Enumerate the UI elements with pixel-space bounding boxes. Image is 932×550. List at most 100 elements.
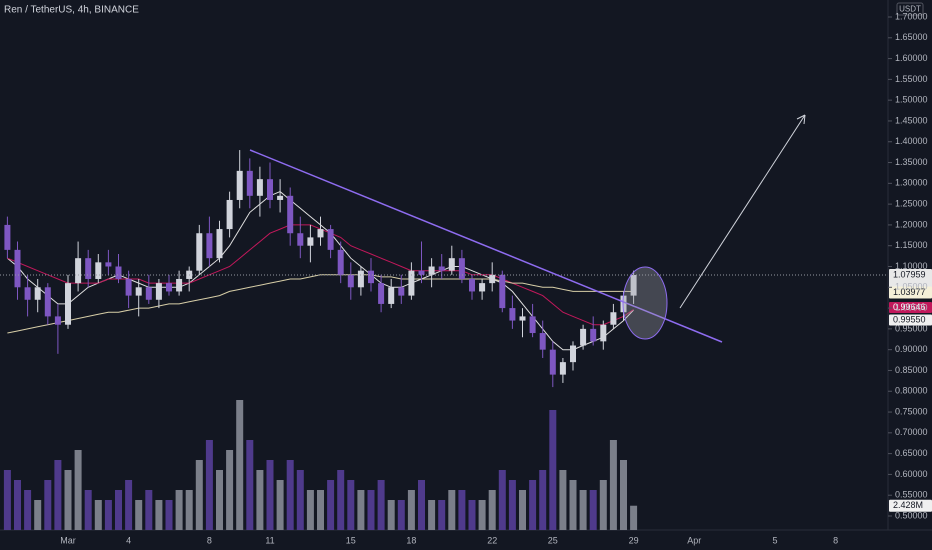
y-tick-label: 0.70000	[895, 427, 928, 437]
volume-bar	[125, 480, 133, 530]
volume-bar	[256, 470, 264, 530]
y-tick-label: 1.50000	[895, 95, 928, 105]
candle-body	[75, 258, 82, 284]
candle-body	[196, 233, 203, 271]
y-tick-label: 1.70000	[895, 11, 928, 21]
x-tick-label: 8	[207, 535, 212, 545]
current-price-tag: 1.07959	[893, 269, 926, 279]
volume-bar	[84, 490, 92, 530]
candle-body	[347, 274, 354, 288]
candle-body	[4, 224, 11, 250]
highlight-ellipse[interactable]	[622, 266, 668, 340]
volume-bar	[478, 500, 486, 530]
chart-title: Ren / TetherUS, 4h, BINANCE	[4, 5, 139, 16]
ma-tag: 1.03977	[893, 287, 926, 297]
y-tick-label: 0.65000	[895, 448, 928, 458]
volume-bar	[306, 490, 314, 530]
y-tick-label: 1.65000	[895, 32, 928, 42]
ma-tag: 0.99550	[893, 314, 926, 324]
candle-body	[418, 270, 425, 275]
volume-bar	[317, 490, 324, 530]
ma-tag-bg	[889, 314, 932, 326]
currency-box[interactable]	[896, 2, 924, 16]
ma-tag: 0.99646	[893, 302, 926, 312]
candle-body	[368, 270, 374, 284]
candle-body	[317, 229, 324, 238]
candle-body	[509, 308, 516, 321]
candle-body	[499, 274, 506, 309]
marks	[0, 150, 888, 530]
volume-tag-bg	[889, 499, 932, 512]
arrow-line[interactable]	[679, 114, 806, 309]
candle-body	[145, 287, 152, 300]
volume-bar	[357, 490, 365, 530]
y-tick-label: 1.35000	[895, 157, 928, 167]
candle-body	[135, 287, 142, 296]
candle-body	[529, 316, 536, 334]
volume-bar	[397, 500, 405, 530]
candle-body	[327, 229, 334, 250]
volume-bar	[246, 440, 254, 530]
y-tick-label: 0.75000	[895, 406, 928, 416]
current-price-tag-bg	[889, 268, 932, 281]
currency-label: USDT	[899, 5, 921, 14]
candle-body	[559, 362, 566, 375]
candle-body	[600, 324, 607, 342]
candle-body	[236, 170, 243, 200]
candle-body	[115, 266, 122, 279]
volume-bar	[438, 500, 446, 530]
candle-body	[458, 258, 465, 279]
y-tick-label: 1.25000	[895, 199, 928, 209]
volume-bar	[185, 490, 193, 530]
volume-tag: 2.428M	[893, 500, 923, 510]
volume-bar	[428, 500, 436, 530]
x-tick-label: 22	[487, 535, 497, 545]
volume-bar	[498, 470, 506, 530]
volume-bar	[195, 460, 203, 530]
x-tick-label: 25	[548, 535, 558, 545]
candle-body	[85, 258, 92, 279]
y-tick-label: 1.60000	[895, 53, 928, 63]
volume-bar	[407, 490, 415, 530]
volume-bar	[104, 500, 112, 530]
volume-bar	[115, 490, 122, 530]
volume-bar	[24, 490, 32, 530]
x-tick-label: 11	[265, 535, 274, 545]
volume-bar	[205, 440, 213, 530]
candle-body	[388, 287, 395, 304]
candle-body	[630, 274, 637, 296]
trend-line[interactable]	[249, 149, 723, 343]
volume-bar	[54, 460, 62, 530]
volume-bar	[367, 490, 375, 530]
y-tick-label: 0.55000	[895, 490, 928, 500]
volume-bar	[145, 490, 153, 530]
volume-bar	[519, 490, 526, 530]
candle-body	[267, 179, 273, 200]
volume-bar	[559, 470, 567, 530]
candle-body	[216, 229, 223, 259]
candle-body	[155, 283, 162, 300]
candle-body	[256, 179, 263, 196]
volume-bar	[236, 400, 244, 530]
candle-body	[438, 266, 445, 271]
y-tick-label: 0.90000	[895, 344, 928, 354]
candle-body	[206, 233, 213, 259]
candle-body	[65, 283, 71, 325]
volume-bar	[377, 480, 385, 530]
candle-body	[105, 262, 112, 267]
candle-body	[297, 233, 304, 246]
arrow-head	[796, 114, 806, 125]
volume-bar	[620, 460, 627, 530]
candle-body	[166, 283, 172, 292]
y-tick-label: 0.50000	[895, 510, 928, 520]
candle-body	[246, 170, 253, 196]
y-tick-label: 0.80000	[895, 386, 928, 396]
candle-body	[378, 283, 385, 304]
volume-bar	[529, 480, 537, 530]
volume-bar	[44, 480, 52, 530]
volume-bar	[266, 460, 274, 530]
x-tick-label: Mar	[60, 535, 76, 545]
candle-body	[570, 345, 576, 363]
